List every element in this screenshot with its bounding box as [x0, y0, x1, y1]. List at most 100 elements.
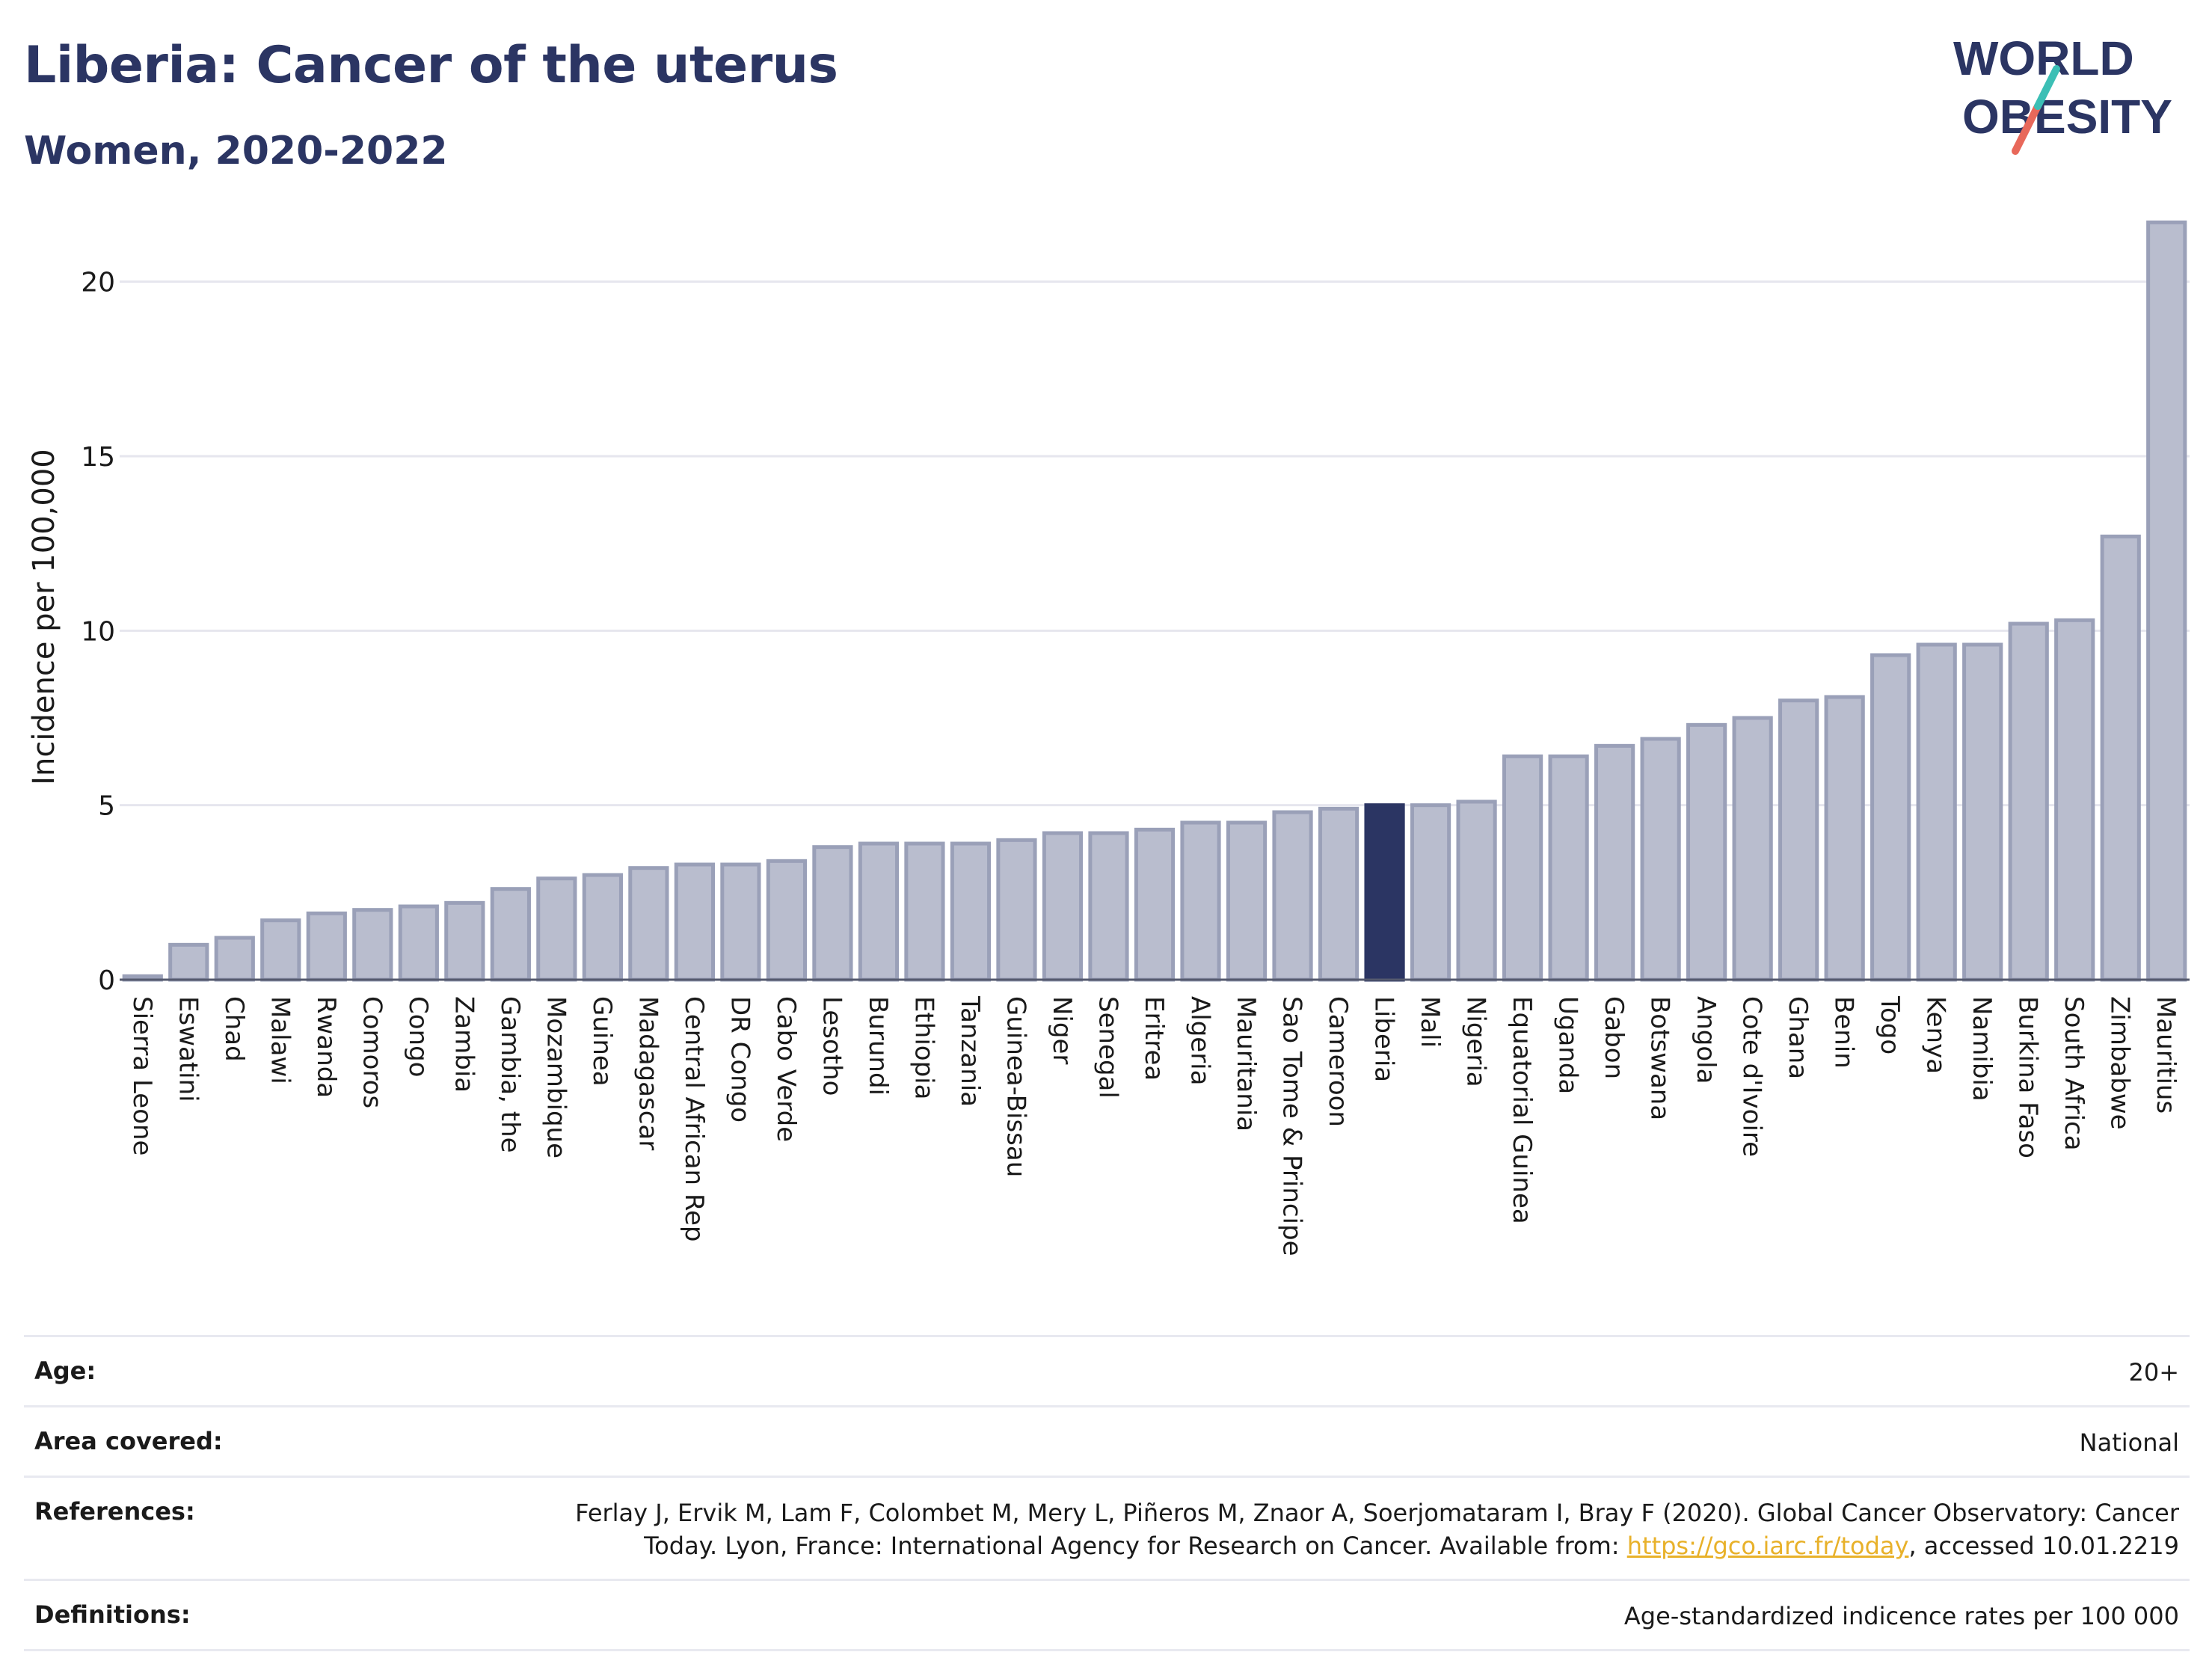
bar	[1594, 743, 1635, 982]
x-category-label: Guinea	[587, 996, 617, 1087]
age-value: 20+	[2128, 1358, 2179, 1387]
info-row-references: References: Ferlay J, Ervik M, Lam F, Co…	[24, 1476, 2190, 1578]
x-category-label: South Africa	[2059, 996, 2089, 1151]
logo-slash-teal	[2034, 65, 2060, 110]
bar	[628, 866, 669, 982]
bar	[398, 904, 439, 982]
x-category-label: Eritrea	[1139, 996, 1169, 1081]
logo-line-2: OBESITY	[1962, 90, 2172, 144]
x-category-label: Cabo Verde	[771, 996, 801, 1142]
x-category-label: Niger	[1047, 996, 1077, 1064]
x-category-label: Central African Rep	[679, 996, 709, 1242]
y-tick-label: 5	[98, 791, 115, 822]
bar	[1226, 820, 1268, 982]
bar	[812, 845, 853, 982]
x-category-label: Namibia	[1967, 996, 1997, 1102]
bar	[2100, 534, 2141, 982]
bar	[1088, 831, 1129, 982]
y-tick-label: 20	[81, 268, 115, 298]
x-category-labels: Sierra Leone Eswatini Chad Malawi Rwanda Como…	[127, 995, 2181, 1256]
x-category-label: Zambia	[449, 996, 479, 1093]
x-category-label: Mozambique	[541, 996, 571, 1158]
info-row-definitions: Definitions: Age-standardized indicence …	[24, 1578, 2190, 1651]
x-category-label: Burundi	[863, 996, 893, 1096]
x-category-label: Sierra Leone	[127, 996, 157, 1155]
x-category-label: Cote d'Ivoire	[1737, 996, 1767, 1157]
bar	[904, 841, 945, 982]
x-category-label: Uganda	[1553, 996, 1583, 1094]
bar	[582, 873, 623, 982]
bar	[1962, 642, 2003, 982]
bar	[490, 887, 531, 982]
x-category-label: Algeria	[1185, 996, 1215, 1085]
area-value: National	[2079, 1428, 2179, 1458]
bar	[352, 908, 393, 982]
x-category-label: Senegal	[1093, 996, 1122, 1099]
bar	[2146, 220, 2187, 982]
page-subtitle: Women, 2020-2022	[24, 129, 448, 174]
bar	[1502, 754, 1543, 982]
definitions-label: Definitions:	[34, 1600, 191, 1629]
x-category-label: Lesotho	[817, 996, 847, 1096]
y-tick-label: 0	[98, 965, 115, 996]
x-category-label: Benin	[1829, 996, 1859, 1069]
info-row-age: Age: 20+	[24, 1335, 2190, 1405]
x-category-label: Mauritius	[2151, 996, 2181, 1114]
y-tick-label: 15	[81, 442, 115, 473]
bar	[1870, 653, 1911, 982]
bar	[444, 900, 485, 982]
world-obesity-logo: WORLD OBESITY	[1953, 31, 2172, 155]
page-title: Liberia: Cancer of the uterus	[24, 36, 838, 95]
bar-chart: 0 5 10 15 20 Sierra Leone Eswatini Chad Malawi R…	[27, 220, 2190, 1256]
x-category-label: Kenya	[1921, 996, 1951, 1074]
x-category-label: Madagascar	[633, 996, 663, 1150]
info-row-area: Area covered: National	[24, 1405, 2190, 1476]
y-tick-labels: 0 5 10 15 20	[81, 268, 115, 996]
bar	[1778, 698, 1819, 982]
references-accessed: , accessed 10.01.2219	[1908, 1531, 2179, 1560]
bar	[950, 841, 992, 982]
bar	[306, 911, 347, 982]
bar	[766, 859, 808, 982]
references-link[interactable]: https://gco.iarc.fr/today	[1626, 1531, 1909, 1560]
age-label: Age:	[34, 1357, 96, 1385]
bar	[1272, 810, 1313, 982]
bar	[1732, 716, 1773, 982]
bar	[720, 862, 761, 982]
info-table: Age: 20+ Area covered: National Referenc…	[24, 1335, 2190, 1651]
x-category-label: Equatorial Guinea	[1507, 996, 1537, 1224]
bar	[1548, 754, 1589, 982]
y-tick-label: 10	[81, 616, 115, 647]
logo-slash-red	[2012, 102, 2042, 155]
bar	[2008, 621, 2049, 982]
x-category-label: Gabon	[1599, 996, 1629, 1079]
bar-highlight	[1364, 803, 1405, 982]
y-axis-title: Incidence per 100,000	[27, 449, 61, 785]
x-category-label: Tanzania	[955, 995, 985, 1107]
x-category-label: Burkina Faso	[2013, 996, 2043, 1158]
bar	[1180, 820, 1221, 982]
bar	[1456, 799, 1497, 982]
x-category-label: Togo	[1875, 995, 1905, 1054]
bar	[1134, 827, 1176, 982]
x-category-label: Liberia	[1369, 996, 1399, 1082]
bar	[1916, 642, 1957, 982]
bar	[674, 862, 715, 982]
x-category-label: Congo	[403, 996, 433, 1077]
references-value: Ferlay J, Ervik M, Lam F, Colombet M, Me…	[549, 1497, 2179, 1562]
x-category-label: Malawi	[265, 996, 295, 1084]
bar	[1318, 806, 1360, 982]
x-category-label: Eswatini	[173, 996, 203, 1102]
x-category-label: Angola	[1691, 996, 1721, 1084]
definitions-value: Age-standardized indicence rates per 100…	[1623, 1601, 2179, 1630]
bar	[1640, 737, 1681, 982]
x-category-label: Comoros	[357, 996, 387, 1108]
bar	[996, 838, 1037, 982]
x-category-label: Mauritania	[1231, 996, 1261, 1132]
x-category-label: Guinea-Bissau	[1001, 996, 1030, 1177]
bars	[122, 220, 2187, 982]
x-category-label: Ghana	[1783, 996, 1813, 1079]
x-category-label: Nigeria	[1461, 996, 1491, 1087]
x-category-label: Rwanda	[311, 996, 341, 1098]
references-text: Ferlay J, Ervik M, Lam F, Colombet M, Me…	[575, 1499, 2179, 1560]
